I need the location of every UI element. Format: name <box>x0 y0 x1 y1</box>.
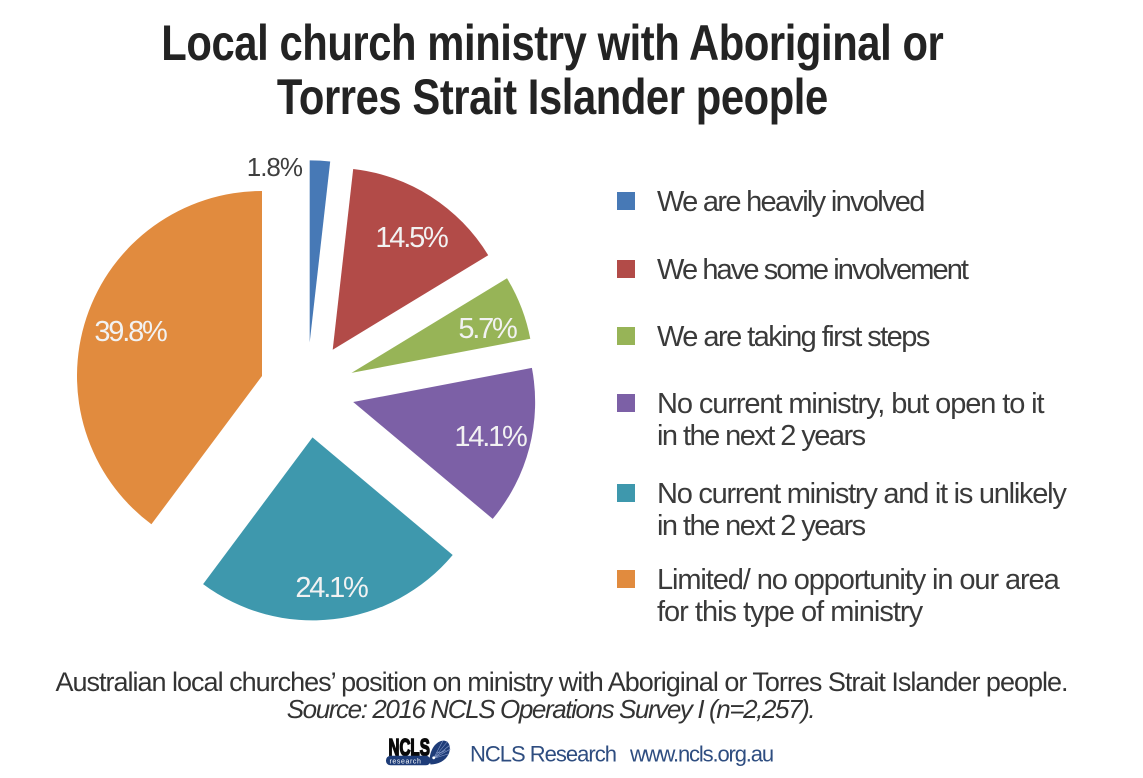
svg-text:14.5%: 14.5% <box>375 222 448 254</box>
svg-text:1.8%: 1.8% <box>247 152 303 182</box>
svg-text:39.8%: 39.8% <box>94 316 167 348</box>
svg-text:24.1%: 24.1% <box>295 572 368 604</box>
svg-text:NCLS Research: NCLS Research <box>470 742 616 767</box>
svg-text:5.7%: 5.7% <box>458 313 517 345</box>
svg-text:14.1%: 14.1% <box>454 421 527 453</box>
svg-text:www.ncls.org.au: www.ncls.org.au <box>629 742 773 767</box>
svg-text:research: research <box>389 758 421 765</box>
